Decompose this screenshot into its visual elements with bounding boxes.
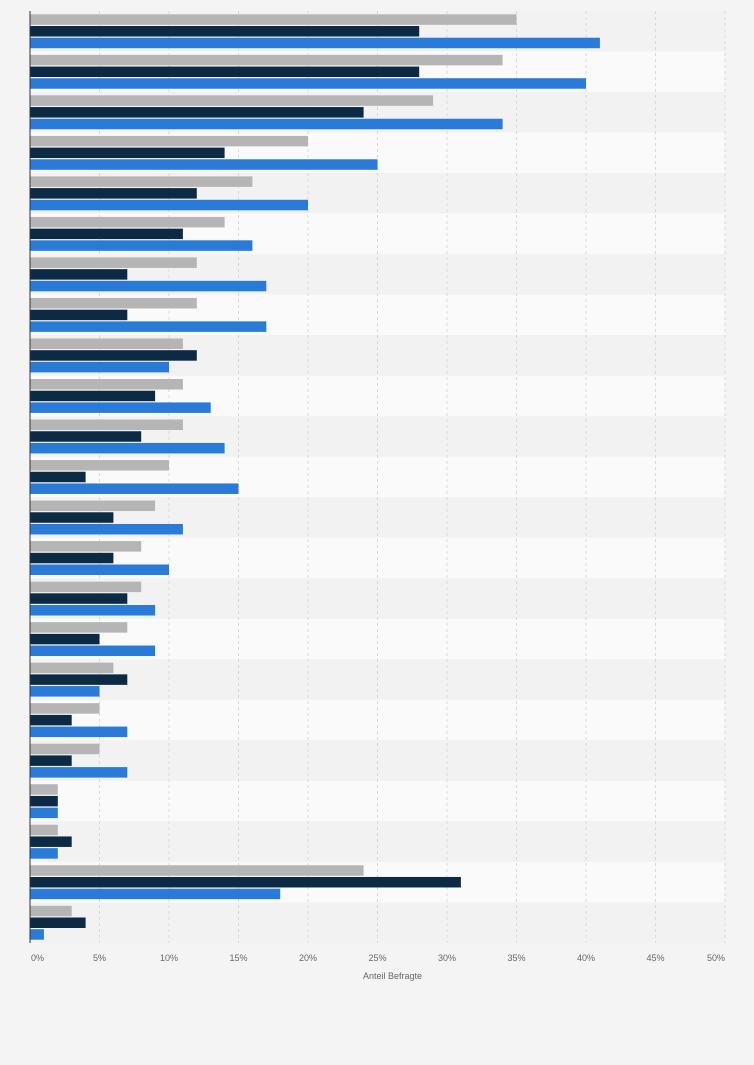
bar-series-3 [30,605,156,616]
bar-series-3 [30,240,253,251]
bar-series-3 [30,321,267,332]
bar-series-1 [30,379,183,390]
bar-series-1 [30,622,128,633]
bar-series-3 [30,807,58,819]
bar-series-1 [30,824,58,836]
bar-series-2 [30,674,128,685]
x-tick-label: 20% [299,953,317,963]
x-tick-label: 0% [31,953,44,963]
x-tick-label: 50% [707,953,725,963]
bar-series-1 [30,14,517,25]
bar-series-2 [30,390,156,402]
bar-series-1 [30,297,197,309]
bar-series-1 [30,216,225,228]
bar-series-2 [30,876,461,888]
x-tick-label: 15% [229,953,247,963]
bar-series-2 [30,471,86,483]
grid-lines [99,11,726,943]
bar-series-2 [30,714,72,726]
bar-series-2 [30,512,114,523]
bar-series-2 [30,26,420,37]
bar-series-2 [30,593,128,604]
bar-series-2 [30,66,420,78]
bar-series-3 [30,199,308,211]
bar-series-3 [30,564,169,575]
bar-series-3 [30,118,503,130]
bar-series-1 [30,784,58,795]
bar-series-1 [30,500,156,512]
bar-series-2 [30,107,364,118]
bar-series-3 [30,361,169,373]
bar-series-2 [30,552,114,564]
bar-series-3 [30,280,267,292]
bar-series-3 [30,888,281,900]
bar-series-3 [30,848,58,859]
x-tick-label: 40% [577,953,595,963]
bar-series-3 [30,929,44,940]
x-tick-label: 45% [646,953,664,963]
bar-series-1 [30,419,183,431]
bar-series-1 [30,54,503,66]
x-tick-label: 35% [507,953,525,963]
bar-series-3 [30,483,239,494]
bar-series-1 [30,865,364,876]
bar-series-2 [30,350,197,361]
x-tick-label: 25% [368,953,386,963]
x-tick-label: 5% [93,953,106,963]
bar-series-2 [30,147,225,159]
bar-series-3 [30,159,378,170]
bar-series-1 [30,460,169,471]
bar-series-1 [30,95,434,106]
bar-series-2 [30,228,183,240]
bar-series-1 [30,176,253,187]
bar-series-3 [30,37,600,49]
bar-series-2 [30,188,197,199]
bar-series-2 [30,917,86,928]
bar-series-1 [30,743,100,755]
bar-series-1 [30,135,308,147]
bar-series-3 [30,686,100,697]
bar-series-2 [30,431,142,442]
bar-series-3 [30,523,183,535]
bars [30,14,600,940]
bar-series-2 [30,795,58,807]
bar-series-1 [30,257,197,268]
bar-series-2 [30,755,72,766]
x-tick-label: 30% [438,953,456,963]
bar-series-2 [30,836,72,847]
bar-series-1 [30,662,114,674]
bar-series-2 [30,309,128,321]
bar-series-1 [30,581,142,593]
x-axis-label: Anteil Befragte [363,971,422,981]
bar-series-3 [30,78,586,89]
bar-series-3 [30,402,211,413]
bar-series-1 [30,905,72,917]
x-tick-label: 10% [160,953,178,963]
bar-series-1 [30,338,183,349]
bar-series-2 [30,633,100,645]
bar-series-2 [30,269,128,280]
bar-series-3 [30,442,225,454]
bar-series-3 [30,767,128,778]
bar-series-3 [30,726,128,738]
bar-series-1 [30,703,100,714]
bar-series-3 [30,645,156,657]
x-tick-labels: 0% 5% 10% 15% 20% 25% 30% 35% 40% 45% 50% [31,953,725,963]
bar-series-1 [30,541,142,552]
